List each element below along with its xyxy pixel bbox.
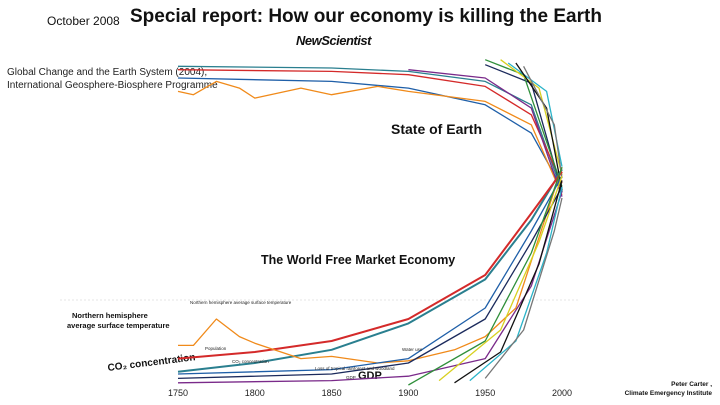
market-economy-label: The World Free Market Economy [261, 253, 456, 267]
forest-small-label: Loss of tropical rainforest and woodland [315, 366, 395, 371]
state-of-earth-lines [177, 59, 563, 197]
population-small-label: Population [205, 346, 227, 351]
source-line-2: International Geosphere-Biosphere Progra… [7, 80, 218, 91]
newscientist-logo: NewScientist [296, 33, 371, 48]
market-economy-series-line-1 [177, 168, 563, 373]
state-of-earth-series-line-11 [523, 65, 563, 179]
x-tick-label: 1850 [322, 388, 342, 398]
nh-temperature-label-2: average surface temperature [67, 321, 170, 330]
state-of-earth-series-line-1 [177, 65, 563, 192]
nh-temperature-small-label: Northern hemisphere average surface temp… [190, 300, 292, 305]
x-axis-ticks: 1750 1800 1850 1900 1950 2000 [168, 388, 572, 398]
market-economy-series-line-10 [469, 186, 563, 382]
state-of-earth-series-line-4 [177, 80, 563, 196]
credit-line-1: Peter Carter , [671, 381, 712, 388]
state-of-earth-series-line-2 [177, 69, 563, 184]
slide-title: Special report: How our economy is killi… [130, 6, 602, 27]
market-economy-series-line-7 [408, 166, 563, 386]
market-economy-series-line-5 [177, 186, 563, 380]
x-tick-label: 1800 [245, 388, 265, 398]
market-economy-series-line-4 [177, 175, 563, 375]
market-economy-series-line-9 [454, 180, 563, 384]
market-economy-series-line-11 [484, 197, 563, 379]
state-of-earth-series-line-5 [408, 69, 563, 197]
x-tick-label: 2000 [552, 388, 572, 398]
credit-line-2: Climate Emergency Institute [624, 390, 712, 397]
series-small-labels: Northern hemisphere average surface temp… [190, 300, 423, 380]
x-tick-label: 1750 [168, 388, 188, 398]
nh-temperature-label-1: Northern hemisphere [72, 311, 148, 320]
market-economy-series-line-8 [438, 175, 563, 382]
gdp-small-label: GDP [346, 375, 356, 380]
state-of-earth-series-line-10 [515, 62, 563, 191]
x-tick-label: 1950 [475, 388, 495, 398]
state-of-earth-series-line-3 [177, 77, 563, 189]
source-line-1: Global Change and the Earth System (2004… [7, 67, 208, 78]
market-economy-series-line-2 [177, 171, 563, 360]
state-of-earth-label: State of Earth [391, 121, 483, 137]
market-economy-series-line-3 [178, 166, 563, 364]
co2-small-label: CO₂ concentration [232, 359, 269, 364]
report-date: October 2008 [47, 14, 120, 28]
water-use-small-label: Water use [402, 347, 423, 352]
x-tick-label: 1900 [398, 388, 418, 398]
market-economy-lines [177, 166, 563, 386]
